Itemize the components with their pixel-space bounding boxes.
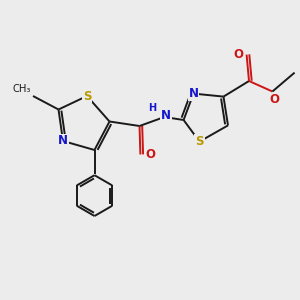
Text: S: S bbox=[83, 89, 91, 103]
Text: N: N bbox=[161, 109, 171, 122]
Text: O: O bbox=[233, 48, 243, 61]
Text: H: H bbox=[148, 103, 156, 113]
Text: O: O bbox=[145, 148, 155, 161]
Text: S: S bbox=[195, 135, 204, 148]
Text: O: O bbox=[269, 93, 279, 106]
Text: N: N bbox=[188, 87, 199, 100]
Text: N: N bbox=[58, 134, 68, 148]
Text: CH₃: CH₃ bbox=[12, 84, 31, 94]
